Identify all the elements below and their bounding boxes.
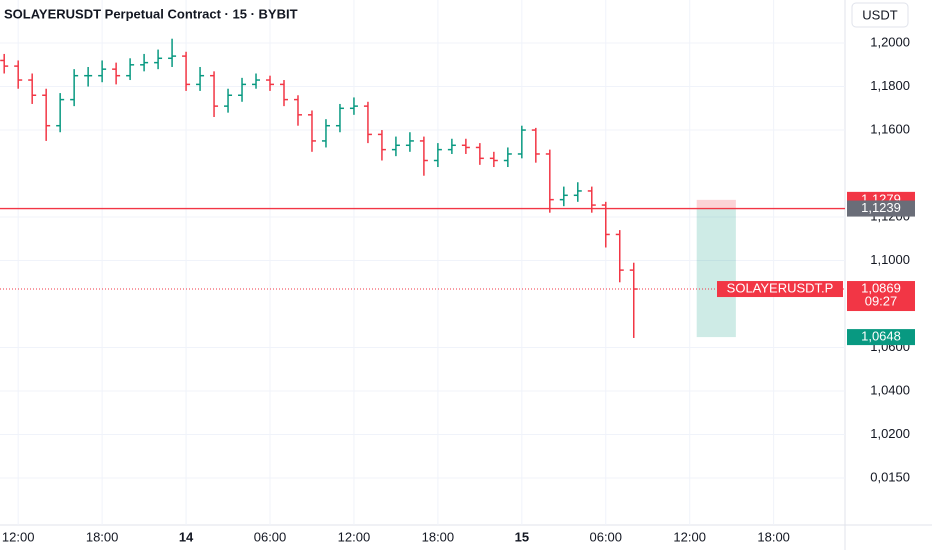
countdown: 09:27	[865, 293, 898, 308]
currency[interactable]: USDT	[862, 7, 897, 22]
x-tick-label: 06:00	[589, 529, 622, 544]
target-label: 1,0648	[861, 329, 901, 344]
x-tick-label: 18:00	[422, 529, 455, 544]
price-label-bg	[847, 281, 915, 312]
y-tick-label: 0,0150	[870, 469, 910, 484]
x-tick-label: 12:00	[2, 529, 35, 544]
y-tick-label: 1,1600	[870, 121, 910, 136]
y-tick-label: 1,1800	[870, 78, 910, 93]
line-label-bg	[847, 200, 915, 217]
target-label-bg	[847, 329, 915, 346]
x-tick-label: 15	[515, 529, 529, 544]
x-tick-label: 06:00	[254, 529, 287, 544]
symbol-label-bg	[717, 281, 843, 298]
stop-zone	[696, 199, 736, 209]
x-tick-label: 12:00	[338, 529, 371, 544]
x-tick-label: 18:00	[86, 529, 119, 544]
chart-title: SOLAYERUSDT Perpetual Contract · 15 · BY…	[4, 6, 298, 21]
x-tick-label: 14	[179, 529, 194, 544]
y-tick-label: 1,2000	[870, 34, 910, 49]
x-tick-label: 12:00	[673, 529, 706, 544]
y-tick-label: 1,1000	[870, 252, 910, 267]
symbol-label: SOLAYERUSDT.P	[727, 280, 834, 295]
currency-button[interactable]	[851, 2, 909, 28]
target-zone	[696, 208, 736, 338]
price-label: 1,0869	[861, 280, 901, 295]
y-tick-label: 1,0400	[870, 382, 910, 397]
y-tick-label: 1,0200	[870, 426, 910, 441]
line-label: 1,1239	[861, 200, 901, 215]
x-tick-label: 18:00	[757, 529, 790, 544]
